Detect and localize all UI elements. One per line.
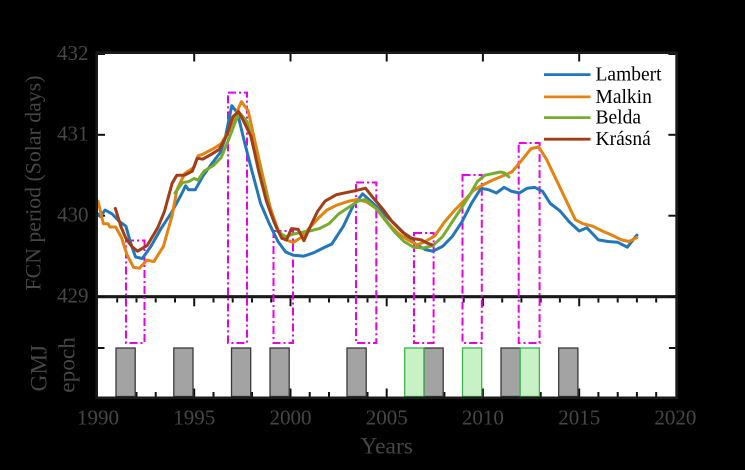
svg-text:431: 431	[57, 122, 89, 146]
svg-text:Years: Years	[360, 434, 412, 460]
svg-text:Belda: Belda	[596, 108, 642, 129]
svg-text:432: 432	[57, 41, 89, 65]
svg-text:2020: 2020	[654, 406, 696, 430]
svg-text:2010: 2010	[462, 406, 504, 430]
svg-text:Lambert: Lambert	[596, 65, 663, 86]
svg-text:Malkin: Malkin	[596, 87, 653, 108]
svg-text:2015: 2015	[558, 406, 600, 430]
svg-text:epoch: epoch	[55, 337, 81, 393]
svg-text:GMJ: GMJ	[27, 345, 53, 392]
svg-text:430: 430	[57, 203, 89, 227]
svg-text:2000: 2000	[270, 406, 312, 430]
svg-text:FCN period (Solar days): FCN period (Solar days)	[22, 76, 46, 291]
svg-text:1990: 1990	[77, 406, 119, 430]
svg-text:429: 429	[57, 283, 89, 307]
svg-text:Krásná: Krásná	[596, 129, 652, 150]
svg-text:1995: 1995	[173, 406, 215, 430]
svg-text:2005: 2005	[366, 406, 408, 430]
